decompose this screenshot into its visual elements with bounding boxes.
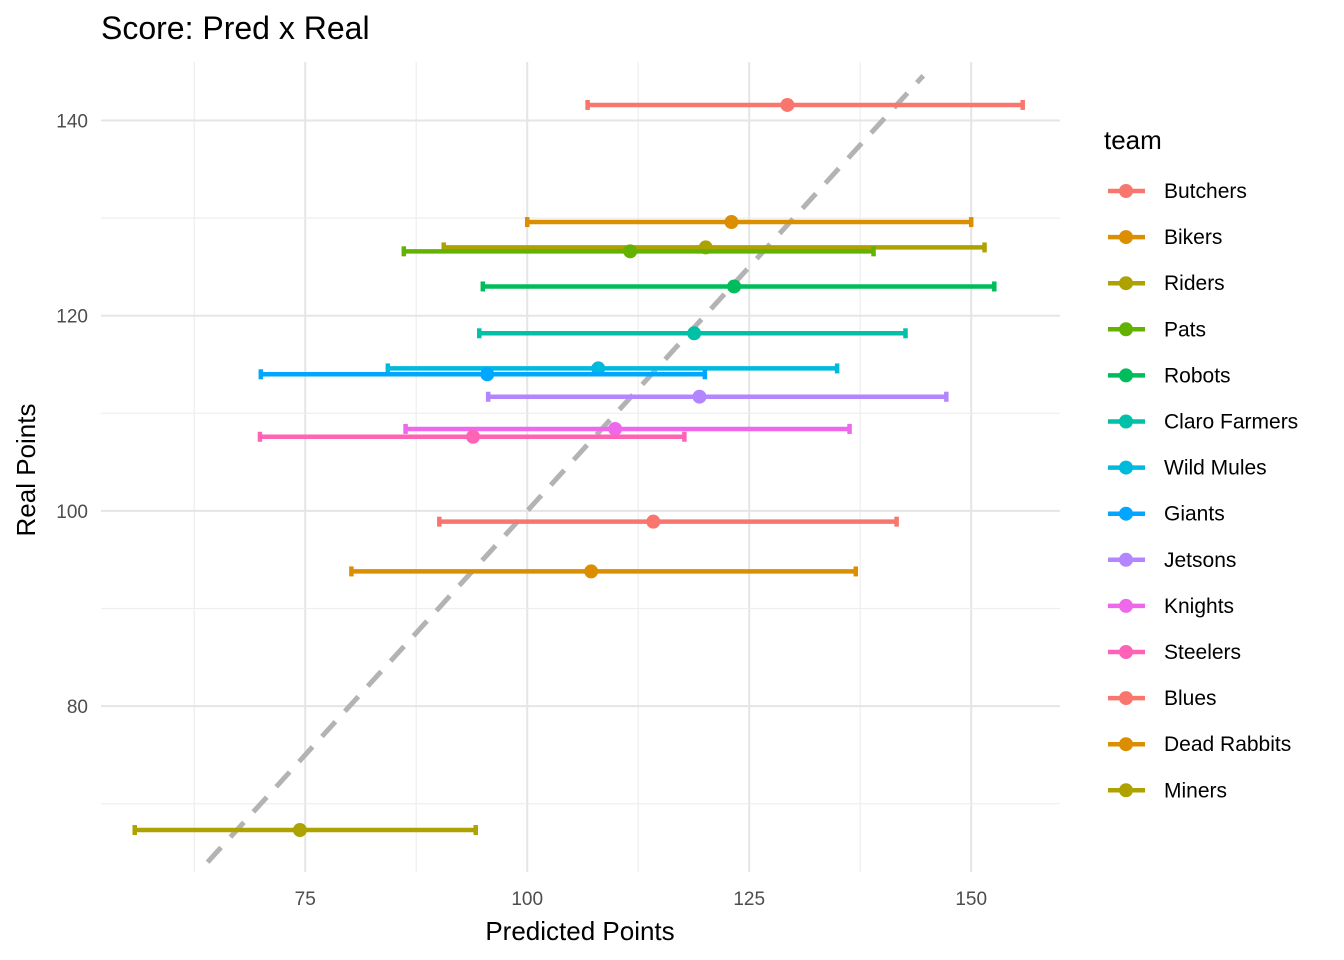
legend-item-pats: Pats bbox=[1108, 318, 1206, 341]
legend-title: team bbox=[1104, 125, 1162, 155]
reference-line-segment bbox=[205, 73, 926, 864]
x-axis-title: Predicted Points bbox=[485, 916, 674, 946]
legend-item-bikers: Bikers bbox=[1108, 226, 1222, 249]
data-point bbox=[780, 97, 795, 112]
legend-item-steelers: Steelers bbox=[1108, 641, 1241, 664]
series-robots bbox=[480, 279, 997, 294]
y-tick-label: 80 bbox=[67, 697, 88, 718]
series-pats bbox=[401, 244, 876, 259]
x-tick-label: 150 bbox=[955, 889, 987, 910]
y-tick-label: 120 bbox=[56, 307, 88, 328]
legend-key-point bbox=[1119, 460, 1133, 475]
legend-label: Claro Farmers bbox=[1164, 411, 1298, 434]
legend-item-blues: Blues bbox=[1108, 687, 1217, 710]
x-tick-label: 75 bbox=[295, 889, 316, 910]
legend-label: Robots bbox=[1164, 364, 1231, 387]
legend-label: Riders bbox=[1164, 272, 1225, 295]
legend-key-point bbox=[1119, 184, 1133, 198]
legend-key-point bbox=[1119, 737, 1133, 752]
series-knights bbox=[403, 421, 852, 436]
legend-key-point bbox=[1119, 783, 1133, 798]
legend-key-point bbox=[1119, 322, 1133, 337]
legend-label: Wild Mules bbox=[1164, 457, 1267, 480]
series-marks bbox=[132, 97, 1025, 838]
series-jetsons bbox=[485, 389, 949, 404]
series-claro-farmers bbox=[477, 326, 908, 341]
data-point bbox=[591, 361, 606, 376]
legend-label: Knights bbox=[1164, 595, 1234, 618]
data-point bbox=[727, 279, 742, 294]
data-point bbox=[608, 421, 623, 436]
reference-line bbox=[205, 73, 926, 864]
series-giants bbox=[258, 367, 708, 382]
legend-key-point bbox=[1119, 552, 1133, 567]
legend-item-knights: Knights bbox=[1108, 595, 1234, 618]
legend-item-robots: Robots bbox=[1108, 364, 1231, 387]
legend-item-dead-rabbits: Dead Rabbits bbox=[1108, 733, 1291, 756]
x-tick-label: 125 bbox=[733, 889, 765, 910]
series-butchers bbox=[585, 97, 1025, 112]
y-axis-title: Real Points bbox=[11, 404, 41, 537]
data-point bbox=[687, 326, 702, 341]
legend-item-miners: Miners bbox=[1108, 779, 1227, 802]
data-point bbox=[466, 429, 481, 444]
series-dead-rabbits bbox=[349, 564, 859, 579]
legend-key-point bbox=[1119, 691, 1133, 706]
legend-key-point bbox=[1119, 276, 1133, 291]
legend-item-butchers: Butchers bbox=[1108, 180, 1247, 203]
chart-title: Score: Pred x Real bbox=[101, 10, 370, 46]
legend-item-claro-farmers: Claro Farmers bbox=[1108, 411, 1298, 434]
legend-label: Pats bbox=[1164, 318, 1206, 341]
series-bikers bbox=[524, 215, 974, 230]
legend-item-giants: Giants bbox=[1108, 503, 1225, 526]
y-tick-label: 100 bbox=[56, 502, 88, 523]
legend-item-wild-mules: Wild Mules bbox=[1108, 457, 1267, 480]
data-point bbox=[692, 389, 707, 404]
y-tick-label: 140 bbox=[56, 112, 88, 133]
legend-key-point bbox=[1119, 368, 1133, 383]
legend-label: Bikers bbox=[1164, 226, 1222, 249]
x-tick-label: 100 bbox=[511, 889, 543, 910]
data-point bbox=[292, 823, 307, 838]
legend: Butchers Bikers Riders Pats Robots Claro Farm… bbox=[1108, 180, 1298, 802]
legend-item-jetsons: Jetsons bbox=[1108, 549, 1236, 572]
legend-label: Miners bbox=[1164, 779, 1227, 802]
data-point bbox=[584, 564, 599, 579]
axis-ticks: 75 100 125 150 80 100 120 140 bbox=[56, 112, 987, 910]
legend-key-point bbox=[1119, 414, 1133, 429]
data-point bbox=[623, 244, 638, 259]
data-point bbox=[724, 215, 739, 230]
series-wild-mules bbox=[385, 361, 840, 376]
series-blues bbox=[437, 514, 899, 529]
legend-label: Butchers bbox=[1164, 180, 1247, 203]
legend-label: Jetsons bbox=[1164, 549, 1236, 572]
legend-label: Steelers bbox=[1164, 641, 1241, 664]
grid-lines bbox=[101, 62, 1060, 872]
series-steelers bbox=[257, 429, 687, 444]
legend-key-point bbox=[1119, 645, 1133, 659]
data-point bbox=[480, 367, 495, 382]
legend-label: Blues bbox=[1164, 687, 1217, 710]
legend-key-point bbox=[1119, 598, 1133, 613]
series-riders bbox=[441, 240, 987, 255]
data-point bbox=[646, 514, 661, 529]
legend-key-point bbox=[1119, 506, 1133, 521]
legend-item-riders: Riders bbox=[1108, 272, 1225, 295]
legend-label: Giants bbox=[1164, 503, 1225, 526]
legend-key-point bbox=[1119, 230, 1133, 245]
series-miners bbox=[132, 823, 478, 838]
legend-label: Dead Rabbits bbox=[1164, 733, 1291, 756]
